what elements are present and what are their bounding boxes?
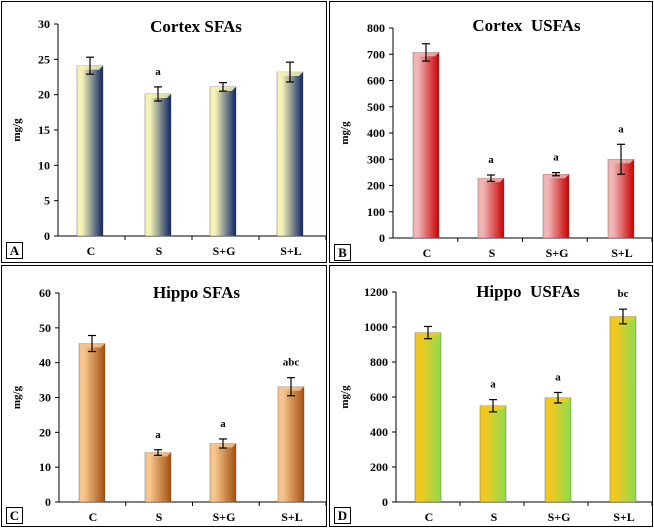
significance-label-d-2: a <box>555 371 561 383</box>
y-tick-label-b: 500 <box>367 100 385 114</box>
y-tick-label-d: 200 <box>370 460 388 474</box>
bar-b-2 <box>542 174 570 239</box>
bar-b-0 <box>412 52 440 239</box>
y-tick-label-c: 40 <box>39 356 51 370</box>
x-category-label-c: S <box>156 510 163 524</box>
x-category-label-d: S <box>491 510 498 524</box>
bar-c-1 <box>144 452 172 503</box>
x-category-label-a: C <box>87 244 96 258</box>
y-tick-label-d: 1200 <box>364 285 388 299</box>
y-tick-label-a: 30 <box>38 17 50 31</box>
chart-title-b: Cortex USFAs <box>472 16 581 35</box>
significance-label-b-3: a <box>618 123 624 135</box>
y-axis-label-c: mg/g <box>11 385 23 409</box>
y-tick-label-c: 20 <box>39 425 51 439</box>
y-tick-label-d: 600 <box>370 390 388 404</box>
x-category-label-b: S+L <box>611 246 633 260</box>
y-tick-label-c: 50 <box>39 321 51 335</box>
y-tick-label-c: 0 <box>45 495 51 509</box>
panel-letter-a: A <box>6 242 23 259</box>
y-tick-label-a: 5 <box>44 194 50 208</box>
x-category-label-a: S+L <box>280 244 302 258</box>
bar-a-2 <box>209 86 237 237</box>
y-axis-label-a: mg/g <box>11 118 23 142</box>
y-axis-label-d: mg/g <box>339 385 351 409</box>
x-category-label-a: S <box>156 244 163 258</box>
y-tick-label-d: 400 <box>370 425 388 439</box>
y-tick-label-c: 60 <box>39 286 51 300</box>
significance-label-d-3: bc <box>618 288 629 300</box>
y-axis-label-b: mg/g <box>339 121 351 145</box>
chart-c: Hippo SFAs mg/g 0 10 20 30 40 50 60 Ca Sa S+G abc S+L <box>11 283 327 524</box>
y-tick-label-b: 800 <box>367 21 385 35</box>
significance-label-c-3: abc <box>283 357 300 369</box>
y-tick-label-d: 1000 <box>364 320 388 334</box>
y-tick-label-b: 700 <box>367 47 385 61</box>
x-category-label-a: S+G <box>213 244 236 258</box>
chart-a: Cortex SFAs mg/g 0 5 10 15 20 25 30 Ca S S+G S+L <box>11 17 327 258</box>
x-category-label-b: S+G <box>546 246 569 260</box>
y-tick-label-a: 25 <box>38 52 50 66</box>
x-category-label-c: C <box>89 510 98 524</box>
x-category-label-d: S+L <box>613 510 635 524</box>
bar-d-1 <box>479 405 507 503</box>
x-category-label-b: C <box>423 246 432 260</box>
y-tick-label-b: 600 <box>367 74 385 88</box>
bar-d-0 <box>414 332 442 503</box>
significance-label-a-1: a <box>155 66 161 78</box>
bar-c-0 <box>78 343 106 503</box>
significance-label-c-2: a <box>220 418 226 430</box>
x-category-label-d: C <box>425 510 434 524</box>
bar-b-1 <box>477 177 505 239</box>
significance-label-b-1: a <box>488 154 494 166</box>
significance-label-d-1: a <box>490 379 496 391</box>
y-tick-label-c: 10 <box>39 460 51 474</box>
significance-label-b-2: a <box>553 152 559 164</box>
chart-d: Hippo USFAs mg/g 0 200 400 600 800 1000 1200 Ca Sa… <box>339 282 653 524</box>
y-tick-label-b: 100 <box>367 205 385 219</box>
bar-d-3 <box>609 316 637 503</box>
significance-label-c-1: a <box>155 429 161 441</box>
y-tick-label-b: 200 <box>367 179 385 193</box>
chart-title-c: Hippo SFAs <box>153 283 240 302</box>
x-category-label-c: S+G <box>213 510 236 524</box>
panel-b: Cortex USFAs mg/g 0 100 200 300 400 500 600 700 80… <box>329 1 653 263</box>
bar-a-3 <box>276 71 304 237</box>
chart-b: Cortex USFAs mg/g 0 100 200 300 400 500 600 700 80… <box>339 16 653 260</box>
y-tick-label-c: 30 <box>39 391 51 405</box>
chart-title-a: Cortex SFAs <box>150 17 242 36</box>
panel-letter-c: C <box>6 507 23 524</box>
y-tick-label-a: 15 <box>38 123 50 137</box>
y-tick-label-a: 0 <box>44 229 50 243</box>
y-tick-label-d: 0 <box>382 495 388 509</box>
bar-c-3 <box>277 386 305 503</box>
bar-d-2 <box>544 397 572 503</box>
chart-title-d: Hippo USFAs <box>476 282 580 301</box>
y-tick-label-a: 10 <box>38 158 50 172</box>
panel-letter-d: D <box>334 507 351 524</box>
y-tick-label-d: 800 <box>370 355 388 369</box>
y-tick-label-b: 400 <box>367 126 385 140</box>
y-tick-label-b: 300 <box>367 152 385 166</box>
bar-a-1 <box>144 93 172 237</box>
y-tick-label-a: 20 <box>38 88 50 102</box>
bar-a-0 <box>76 65 104 237</box>
y-tick-label-b: 0 <box>379 231 385 245</box>
bar-c-2 <box>209 443 237 503</box>
panel-letter-b: B <box>334 244 351 261</box>
x-category-label-d: S+G <box>548 510 571 524</box>
x-category-label-b: S <box>489 246 496 260</box>
x-category-label-c: S+L <box>281 510 303 524</box>
